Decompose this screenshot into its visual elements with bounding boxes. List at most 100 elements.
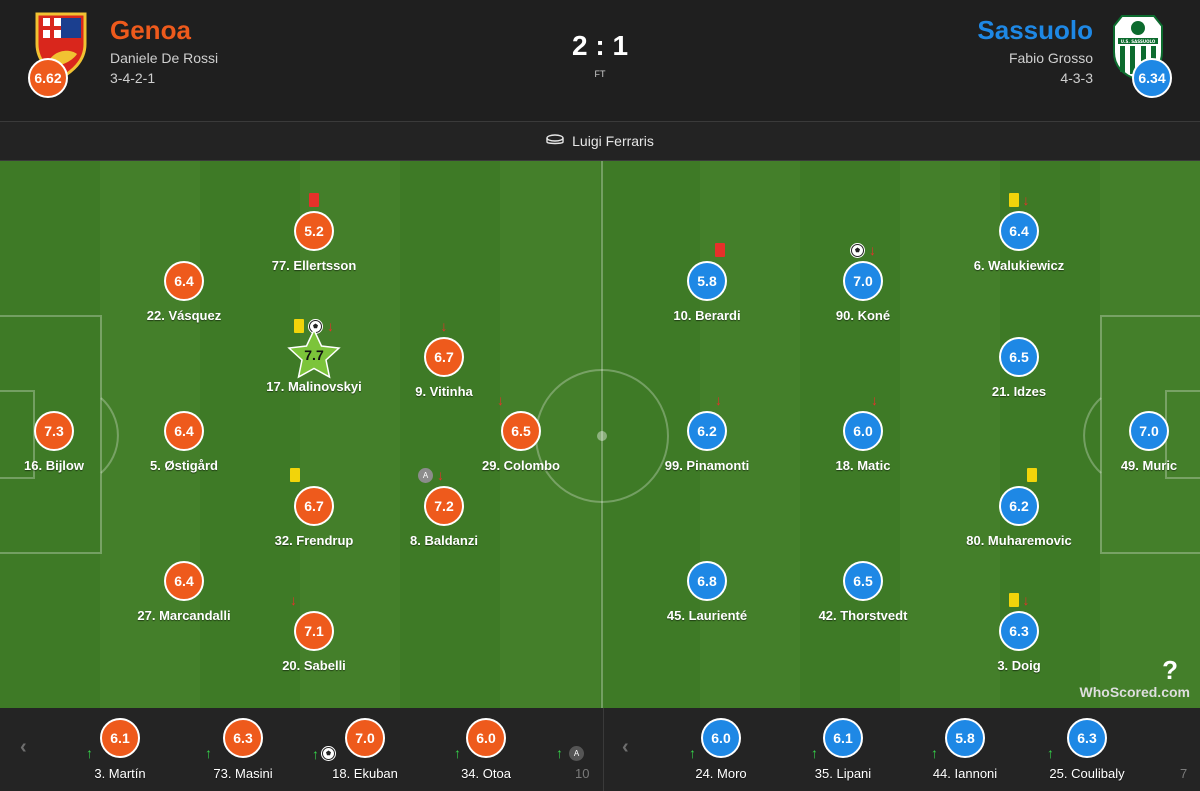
- player-thorstvedt[interactable]: 6.5 42. Thorstvedt: [803, 541, 923, 623]
- player-rating: 5.8: [945, 718, 985, 758]
- player-name: 34. Otoa: [461, 766, 511, 781]
- player-rating: 7.2: [424, 486, 464, 526]
- player-rating: 6.4: [164, 261, 204, 301]
- away-sub-iannoni[interactable]: 5.8 44. Iannoni ↑: [905, 708, 1025, 781]
- sub-on-arrow-icon: ↑: [205, 745, 212, 761]
- sub-off-arrow-icon: ↓: [1022, 192, 1030, 208]
- player-name: 3. Doig: [997, 658, 1041, 673]
- player-berardi[interactable]: 5.8 10. Berardi: [647, 241, 767, 323]
- home-team-rating: 6.62: [28, 58, 68, 98]
- player-doig[interactable]: ↓ 6.3 3. Doig: [959, 591, 1079, 673]
- player-colombo[interactable]: ↓ 6.5 29. Colombo: [461, 391, 581, 473]
- player-name: 9. Vitinha: [415, 384, 473, 399]
- sub-on-arrow-icon: ↑: [931, 745, 938, 761]
- player-lauriente[interactable]: 6.8 45. Laurienté: [647, 541, 767, 623]
- home-sub-martin[interactable]: 6.1 3. Martín ↑: [60, 708, 180, 781]
- sub-off-arrow-icon: ↓: [869, 242, 876, 258]
- away-formation: 4-3-3: [1060, 70, 1093, 86]
- player-name: 10. Berardi: [673, 308, 741, 323]
- venue-bar: Luigi Ferraris: [0, 121, 1200, 161]
- player-marcandalli[interactable]: 6.4 27. Marcandalli: [124, 541, 244, 623]
- player-name: 21. Idzes: [991, 384, 1047, 399]
- player-sabelli[interactable]: ↓ 7.1 20. Sabelli: [254, 591, 374, 673]
- player-rating: 6.4: [164, 411, 204, 451]
- player-matic[interactable]: ↓ 6.0 18. Matic: [803, 391, 923, 473]
- player-malinovskyi[interactable]: ↓ 7.7 17. Malinovskyi: [254, 317, 374, 394]
- player-name: 16. Bijlow: [24, 458, 84, 473]
- home-sub-masini[interactable]: 6.3 73. Masini ↑: [183, 708, 303, 781]
- away-bench-prev-button[interactable]: ‹: [622, 736, 629, 758]
- player-vasquez[interactable]: 6.4 22. Vásquez: [124, 241, 244, 323]
- player-name: 45. Laurienté: [666, 608, 748, 623]
- home-bench-prev-button[interactable]: ‹: [20, 736, 27, 758]
- player-name: 80. Muharemovic: [966, 533, 1072, 548]
- player-bijlow[interactable]: 7.3 16. Bijlow: [0, 391, 114, 473]
- home-coach: Daniele De Rossi: [110, 50, 219, 66]
- sub-on-arrow-icon: ↑: [811, 745, 818, 761]
- match-header: 6.62 Genoa Daniele De Rossi 3-4-2-1 2 : …: [0, 0, 1200, 121]
- whoscored-logo-icon: ?: [1162, 655, 1178, 685]
- player-rating: 6.7: [424, 337, 464, 377]
- yellow-card-icon: [1008, 593, 1019, 607]
- captain-badge-icon: A: [569, 746, 584, 761]
- venue-name: Luigi Ferraris: [572, 133, 654, 149]
- home-team-name[interactable]: Genoa: [110, 15, 191, 45]
- player-walukiewicz[interactable]: ↓ 6.4 6. Walukiewicz: [959, 191, 1079, 273]
- sub-off-arrow-icon: ↓: [440, 318, 448, 334]
- player-name: 90. Koné: [835, 308, 891, 323]
- player-name: 32. Frendrup: [274, 533, 354, 548]
- player-rating: 6.0: [843, 411, 883, 451]
- player-rating: 6.5: [999, 337, 1039, 377]
- player-idzes[interactable]: 6.5 21. Idzes: [959, 317, 1079, 399]
- player-rating: 6.1: [823, 718, 863, 758]
- player-name: 20. Sabelli: [282, 658, 346, 673]
- player-ostigard[interactable]: 6.4 5. Østigård: [124, 391, 244, 473]
- player-rating: 6.8: [687, 561, 727, 601]
- home-sub-otoa[interactable]: 6.0 34. Otoa ↑: [426, 708, 546, 781]
- match-status: FT: [594, 69, 606, 79]
- player-rating: 6.3: [999, 611, 1039, 651]
- sub-off-arrow-icon: ↓: [871, 392, 878, 408]
- sub-off-arrow-icon: ↓: [290, 592, 297, 608]
- home-formation: 3-4-2-1: [110, 70, 156, 86]
- whoscored-watermark: WhoScored.com: [1079, 684, 1190, 700]
- player-baldanzi[interactable]: A ↓ 7.2 8. Baldanzi: [384, 466, 504, 548]
- player-rating: 7.0: [843, 261, 883, 301]
- player-name: 29. Colombo: [481, 458, 560, 473]
- substitutes-bar: ‹ 6.1 3. Martín ↑ 6.3 73. Masini ↑ 7.0 1…: [0, 708, 1200, 791]
- player-pinamonti[interactable]: ↓ 6.2 99. Pinamonti: [647, 391, 767, 473]
- player-rating: 7.7: [304, 347, 324, 363]
- player-name: 17. Malinovskyi: [266, 379, 362, 394]
- home-sub-partial[interactable]: 10: [575, 766, 590, 781]
- player-rating: 6.7: [294, 486, 334, 526]
- player-muric[interactable]: 7.0 49. Muric: [1089, 391, 1200, 473]
- player-name: 42. Thorstvedt: [818, 608, 908, 623]
- sub-off-arrow-icon: ↓: [327, 318, 334, 334]
- red-card-icon: [715, 243, 725, 257]
- away-team-name[interactable]: Sassuolo: [977, 15, 1093, 45]
- away-sub-moro[interactable]: 6.0 24. Moro ↑: [661, 708, 781, 781]
- player-ellertsson[interactable]: 5.2 77. Ellertsson: [254, 191, 374, 273]
- player-rating: 5.2: [294, 211, 334, 251]
- player-rating: 7.3: [34, 411, 74, 451]
- player-rating: 6.4: [999, 211, 1039, 251]
- player-frendrup[interactable]: 6.7 32. Frendrup: [254, 466, 374, 548]
- yellow-card-icon: [1008, 193, 1019, 207]
- away-sub-coulibaly[interactable]: 6.3 25. Coulibaly ↑: [1027, 708, 1147, 781]
- away-coach: Fabio Grosso: [1008, 50, 1093, 66]
- sub-on-arrow-icon: ↑: [86, 745, 93, 761]
- player-vitinha[interactable]: ↓ 6.7 9. Vitinha: [384, 317, 504, 399]
- player-kone[interactable]: ↓ 7.0 90. Koné: [803, 241, 923, 323]
- player-rating: 6.5: [501, 411, 541, 451]
- sub-on-arrow-icon: ↑: [312, 745, 319, 762]
- man-of-the-match-star-icon: 7.7: [282, 329, 346, 379]
- goal-ball-icon: [850, 242, 865, 258]
- player-rating: 7.0: [1129, 411, 1169, 451]
- away-sub-lipani[interactable]: 6.1 35. Lipani ↑: [783, 708, 903, 781]
- sub-off-arrow-icon: ↓: [1022, 592, 1030, 608]
- player-name: 49. Muric: [1120, 458, 1178, 473]
- player-muharemovic[interactable]: 6.2 80. Muharemovic: [959, 466, 1079, 548]
- away-sub-partial[interactable]: 7: [1180, 766, 1188, 781]
- bench-divider: [603, 708, 604, 791]
- home-sub-ekuban[interactable]: 7.0 18. Ekuban ↑: [305, 708, 425, 781]
